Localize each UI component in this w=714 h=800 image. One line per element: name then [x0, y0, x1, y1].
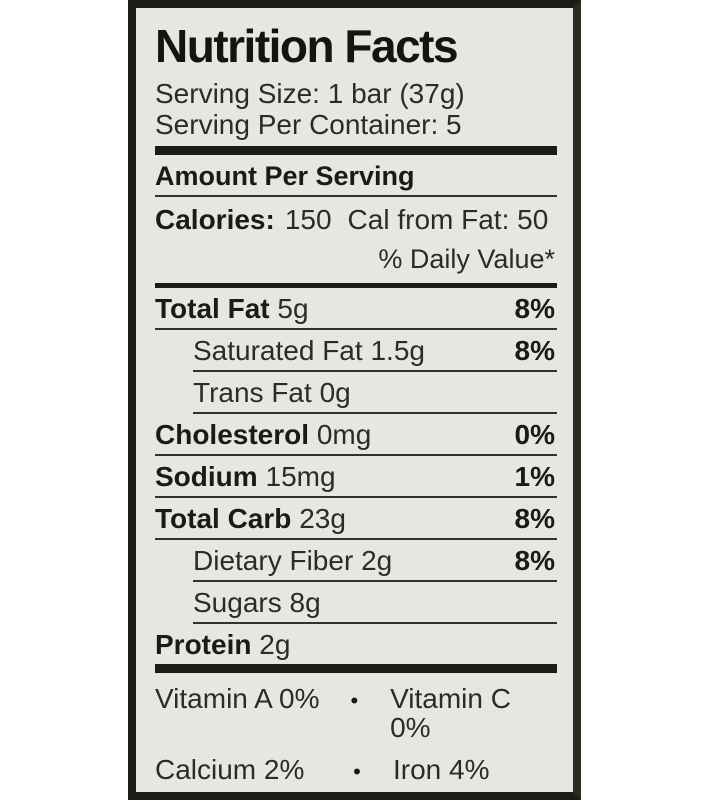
- nutrient-amount: 15mg: [265, 461, 336, 492]
- serving-size: Serving Size: 1 bar (37g): [155, 78, 465, 109]
- daily-value-percent: 8%: [514, 545, 555, 576]
- nutrient-name: Dietary Fiber: [193, 545, 354, 576]
- daily-value-percent: 8%: [514, 293, 555, 324]
- nutrient-row-total-carb: Total Carb 23g 8%: [155, 498, 557, 540]
- iron-value: Iron 4%: [393, 754, 490, 785]
- nutrient-amount: 5g: [277, 293, 309, 324]
- nutrition-facts-label: Nutrition Facts Serving Size: 1 bar (37g…: [128, 0, 581, 800]
- nutrient-amount: 23g: [299, 503, 346, 534]
- nutrient-text: Total Fat 5g: [155, 294, 309, 323]
- calories-row: Calories: 150 Cal from Fat: 50: [155, 197, 557, 235]
- nutrient-text: Sodium 15mg: [155, 462, 336, 491]
- daily-value-percent: 8%: [514, 503, 555, 534]
- calories-value: 150: [284, 204, 332, 235]
- daily-value-percent: 1%: [514, 461, 555, 492]
- nutrient-text: Cholesterol 0mg: [155, 420, 371, 449]
- vitamin-c-value: Vitamin C 0%: [390, 683, 511, 743]
- calories-label: Calories:: [155, 204, 275, 235]
- nutrient-name: Saturated Fat: [193, 335, 363, 366]
- medium-divider: [155, 283, 557, 288]
- nutrient-name: Protein: [155, 629, 252, 660]
- divider: [155, 195, 557, 197]
- nutrient-amount: 2g: [361, 545, 393, 576]
- daily-value-header: % Daily Value*: [378, 244, 555, 274]
- nutrient-row-sodium: Sodium 15mg 1%: [155, 456, 557, 498]
- serving-info: Serving Size: 1 bar (37g) Serving Per Co…: [155, 78, 557, 140]
- nutrient-name: Trans Fat: [193, 377, 312, 408]
- nutrient-row-total-fat: Total Fat 5g 8%: [155, 288, 557, 330]
- nutrient-row-protein: Protein 2g: [155, 624, 557, 664]
- nutrient-name: Cholesterol: [155, 419, 310, 450]
- calcium-value: Calcium 2%: [155, 754, 305, 785]
- bullet-separator-icon: •: [350, 688, 359, 713]
- micronutrient-row-vitamins: Vitamin A 0% • Vitamin C 0%: [155, 673, 557, 742]
- nutrient-amount: 1.5g: [370, 335, 425, 366]
- daily-value-percent: 0%: [514, 419, 555, 450]
- nutrient-text: Sugars 8g: [193, 588, 321, 617]
- nutrient-amount: 0g: [319, 377, 351, 408]
- nutrient-name: Total Fat: [155, 293, 270, 324]
- nutrient-name: Sugars: [193, 587, 282, 618]
- label-title: Nutrition Facts: [155, 20, 459, 72]
- nutrient-amount: 0mg: [316, 419, 372, 450]
- vitamin-a-value: Vitamin A 0%: [155, 683, 320, 714]
- nutrient-row-sugars: Sugars 8g: [193, 582, 557, 624]
- nutrient-text: Dietary Fiber 2g: [193, 546, 392, 575]
- daily-value-percent: 8%: [514, 335, 555, 366]
- calories-from-fat: Cal from Fat: 50: [347, 204, 549, 235]
- nutrient-amount: 8g: [289, 587, 321, 618]
- nutrient-row-dietary-fiber: Dietary Fiber 2g 8%: [193, 540, 557, 582]
- amount-per-serving-heading: Amount Per Serving: [155, 161, 415, 191]
- nutrient-amount: 2g: [259, 629, 291, 660]
- nutrient-text: Saturated Fat 1.5g: [193, 336, 425, 365]
- nutrient-text: Protein 2g: [155, 630, 290, 659]
- nutrient-name: Total Carb: [155, 503, 292, 534]
- nutrient-row-saturated-fat: Saturated Fat 1.5g 8%: [193, 330, 557, 372]
- bullet-separator-icon: •: [353, 759, 361, 784]
- daily-value-footnote: *Percent Daily Values are based on a 2,0…: [155, 795, 557, 800]
- nutrient-row-trans-fat: Trans Fat 0g: [193, 372, 557, 414]
- nutrient-text: Trans Fat 0g: [193, 378, 351, 407]
- thick-divider-bottom: [155, 664, 557, 673]
- servings-per-container: Serving Per Container: 5: [155, 109, 462, 140]
- thick-divider-top: [155, 146, 557, 155]
- nutrient-text: Total Carb 23g: [155, 504, 346, 533]
- micronutrient-row-minerals: Calcium 2% • Iron 4%: [155, 742, 557, 786]
- footnote-line-1: *Percent Daily Values are based on a: [155, 795, 557, 800]
- nutrient-row-cholesterol: Cholesterol 0mg 0%: [155, 414, 557, 456]
- nutrient-name: Sodium: [155, 461, 258, 492]
